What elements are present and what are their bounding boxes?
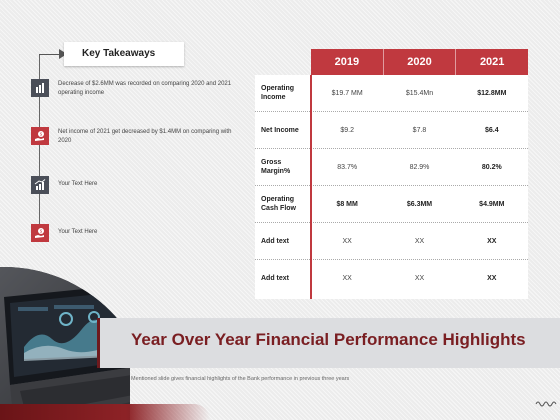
squiggle-icon: [535, 401, 557, 407]
table-row: Gross Margin% 83.7% 82.9% 80.2%: [255, 149, 528, 186]
table-cell: $9.2: [340, 126, 354, 134]
takeaway-text: Your Text Here: [58, 181, 98, 187]
growth-chart-icon: [31, 176, 49, 194]
table-cell: 82.9%: [409, 163, 430, 171]
table-cell: $6.3MM: [406, 200, 433, 208]
svg-text:$: $: [40, 229, 43, 234]
takeaway-item: Decrease of $2.6MM was recorded on compa…: [31, 79, 231, 109]
title-banner: [99, 318, 560, 368]
table-row: Net Income $9.2 $7.8 $6.4: [255, 112, 528, 149]
table-row: Operating Income $19.7 MM $15.4Mn $12.8M…: [255, 75, 528, 112]
title-arrow-icon: [59, 49, 67, 59]
money-hand-icon: $: [31, 127, 49, 145]
table-cell: XX: [342, 275, 352, 282]
table-cell: XX: [487, 275, 497, 282]
table-cell: $6.4: [485, 126, 499, 134]
takeaway-item: $ Net income of 2021 get decreased by $1…: [31, 127, 231, 157]
row-label: Operating Income: [261, 85, 295, 101]
row-label: Gross Margin%: [261, 159, 291, 175]
title-connector: [39, 54, 65, 55]
takeaway-text: Decrease of $2.6MM was recorded on compa…: [58, 81, 232, 96]
table-cell: XX: [487, 237, 497, 245]
table-cell: $8 MM: [336, 200, 358, 208]
takeaway-text: Net income of 2021 get decreased by $1.4…: [58, 129, 232, 144]
row-label: Operating Cash Flow: [261, 196, 297, 212]
financial-table: 2019 2020 2021 Operating Income $19.7 MM…: [255, 49, 529, 299]
bar-chart-icon: [31, 79, 49, 97]
banner-accent: [97, 318, 100, 368]
table-cell: XX: [342, 237, 352, 245]
page-subtitle: Mentioned slide gives financial highligh…: [131, 376, 350, 382]
table-cell: $19.7 MM: [331, 89, 363, 97]
table-row: Add text XX XX XX: [255, 223, 528, 260]
page-title: Year Over Year Financial Performance Hig…: [131, 330, 526, 349]
table-header: 2019 2020 2021: [311, 49, 529, 75]
table-row: Operating Cash Flow $8 MM $6.3MM $4.9MM: [255, 186, 528, 223]
takeaway-text: Your Text Here: [58, 229, 98, 235]
row-label: Net Income: [261, 126, 299, 134]
year-header: 2019: [311, 49, 383, 75]
table-row: Add text XX XX XX: [255, 260, 528, 297]
money-hand-icon: $: [31, 224, 49, 242]
key-takeaways-title: Key Takeaways: [64, 42, 184, 66]
table-cell: 80.2%: [481, 163, 502, 171]
table-cell: XX: [414, 237, 425, 245]
table-cell: 83.7%: [337, 163, 358, 171]
takeaway-item: Your Text Here: [31, 176, 221, 206]
table-cell: $12.8MM: [477, 89, 507, 97]
takeaway-item: $ Your Text Here: [31, 224, 221, 254]
table-body: Operating Income $19.7 MM $15.4Mn $12.8M…: [255, 75, 528, 299]
year-header: 2021: [455, 49, 529, 75]
table-cell: $7.8: [412, 126, 427, 134]
table-divider: [310, 75, 312, 299]
bottom-decoration: [0, 404, 210, 420]
timeline-line: [39, 54, 40, 236]
table-cell: $15.4Mn: [405, 89, 434, 97]
svg-text:$: $: [40, 132, 43, 137]
row-label: Add text: [261, 237, 289, 245]
table-cell: XX: [414, 275, 425, 282]
table-cell: $4.9MM: [479, 200, 505, 208]
year-header: 2020: [382, 49, 456, 75]
row-label: Add text: [261, 275, 289, 282]
